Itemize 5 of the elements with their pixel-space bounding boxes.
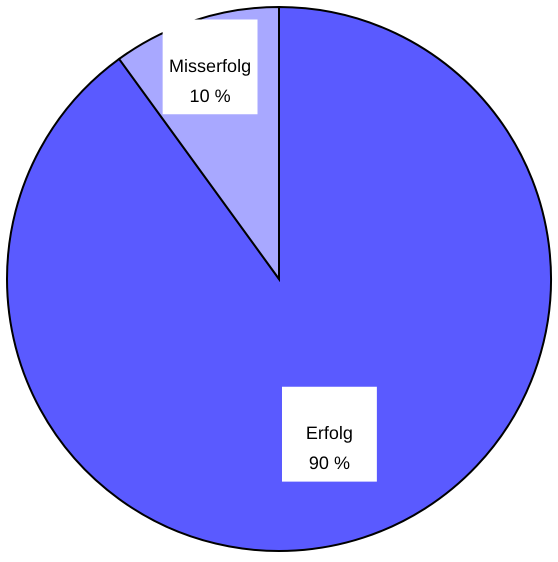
slice-label: Erfolg: [306, 423, 353, 444]
pie-slice: [6, 6, 552, 552]
data-label: 10 %: [190, 86, 231, 106]
slice-label: Misserfolg: [169, 56, 252, 76]
data-label: 90 %: [308, 453, 350, 474]
